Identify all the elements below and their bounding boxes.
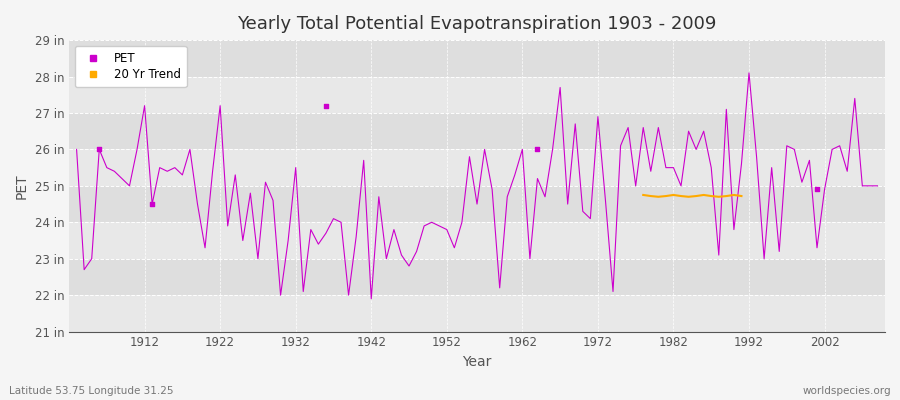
Bar	[69, 40, 885, 76]
Point	[145, 201, 159, 207]
Bar	[69, 259, 885, 295]
Y-axis label: PET: PET	[15, 173, 29, 199]
Point	[530, 146, 544, 153]
Text: Latitude 53.75 Longitude 31.25: Latitude 53.75 Longitude 31.25	[9, 386, 174, 396]
X-axis label: Year: Year	[463, 355, 491, 369]
Bar	[69, 295, 885, 332]
Bar	[69, 76, 885, 113]
Text: worldspecies.org: worldspecies.org	[803, 386, 891, 396]
Legend: PET, 20 Yr Trend: PET, 20 Yr Trend	[75, 46, 187, 87]
Bar	[69, 186, 885, 222]
Point	[92, 146, 106, 153]
Point	[319, 102, 333, 109]
Bar	[69, 222, 885, 259]
Point	[810, 186, 824, 193]
Bar	[69, 113, 885, 150]
Title: Yearly Total Potential Evapotranspiration 1903 - 2009: Yearly Total Potential Evapotranspiratio…	[238, 15, 716, 33]
Bar	[69, 150, 885, 186]
